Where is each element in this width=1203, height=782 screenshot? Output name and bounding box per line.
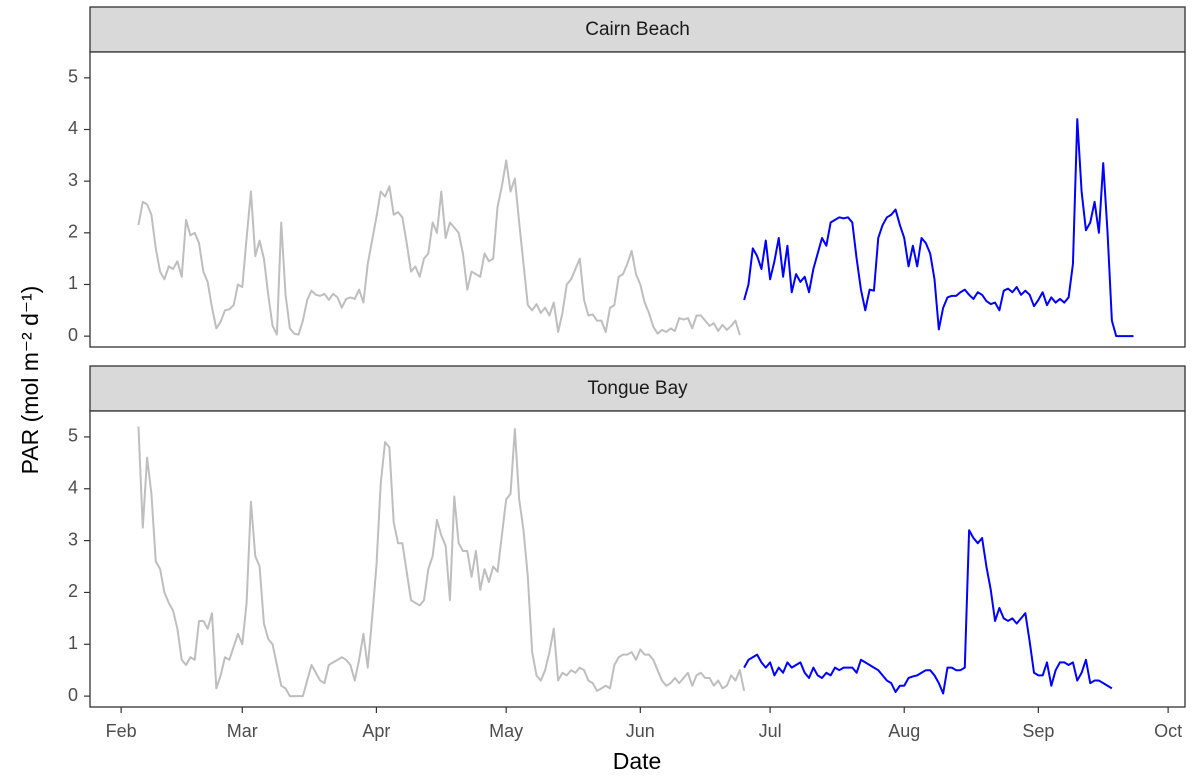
panel — [90, 52, 1185, 347]
y-tick-label: 0 — [68, 325, 78, 345]
data-line — [743, 118, 1134, 338]
y-tick-label: 1 — [68, 273, 78, 293]
x-tick-label: May — [489, 721, 523, 741]
data-line — [137, 426, 746, 698]
x-tick-label: Apr — [362, 721, 390, 741]
y-tick-label: 3 — [68, 529, 78, 549]
facet-strip — [89, 365, 1186, 412]
x-tick-label: Aug — [888, 721, 920, 741]
panel — [90, 411, 1185, 707]
y-axis-title: PAR (mol m⁻² d⁻¹) — [17, 286, 43, 475]
x-tick-label: Feb — [106, 721, 137, 741]
y-tick-label: 2 — [68, 222, 78, 242]
panel-border — [89, 51, 1186, 348]
y-tick-label: 5 — [68, 426, 78, 446]
x-tick-label: Jun — [626, 721, 655, 741]
data-line — [137, 159, 741, 336]
x-tick-label: Oct — [1154, 721, 1182, 741]
facet-title: Tongue Bay — [587, 378, 688, 399]
y-tick-label: 0 — [68, 685, 78, 705]
facet-title: Cairn Beach — [585, 19, 690, 40]
y-tick-label: 3 — [68, 170, 78, 190]
panel-border — [89, 410, 1186, 708]
y-tick-label: 4 — [68, 478, 78, 498]
x-tick-label: Sep — [1022, 721, 1054, 741]
x-tick-label: Jul — [759, 721, 782, 741]
x-axis-title: Date — [613, 748, 662, 774]
y-tick-label: 1 — [68, 633, 78, 653]
y-tick-label: 5 — [68, 67, 78, 87]
facet-strip — [89, 6, 1186, 53]
y-tick-label: 4 — [68, 118, 78, 138]
data-line — [743, 529, 1113, 695]
y-tick-label: 2 — [68, 581, 78, 601]
x-tick-label: Mar — [227, 721, 258, 741]
